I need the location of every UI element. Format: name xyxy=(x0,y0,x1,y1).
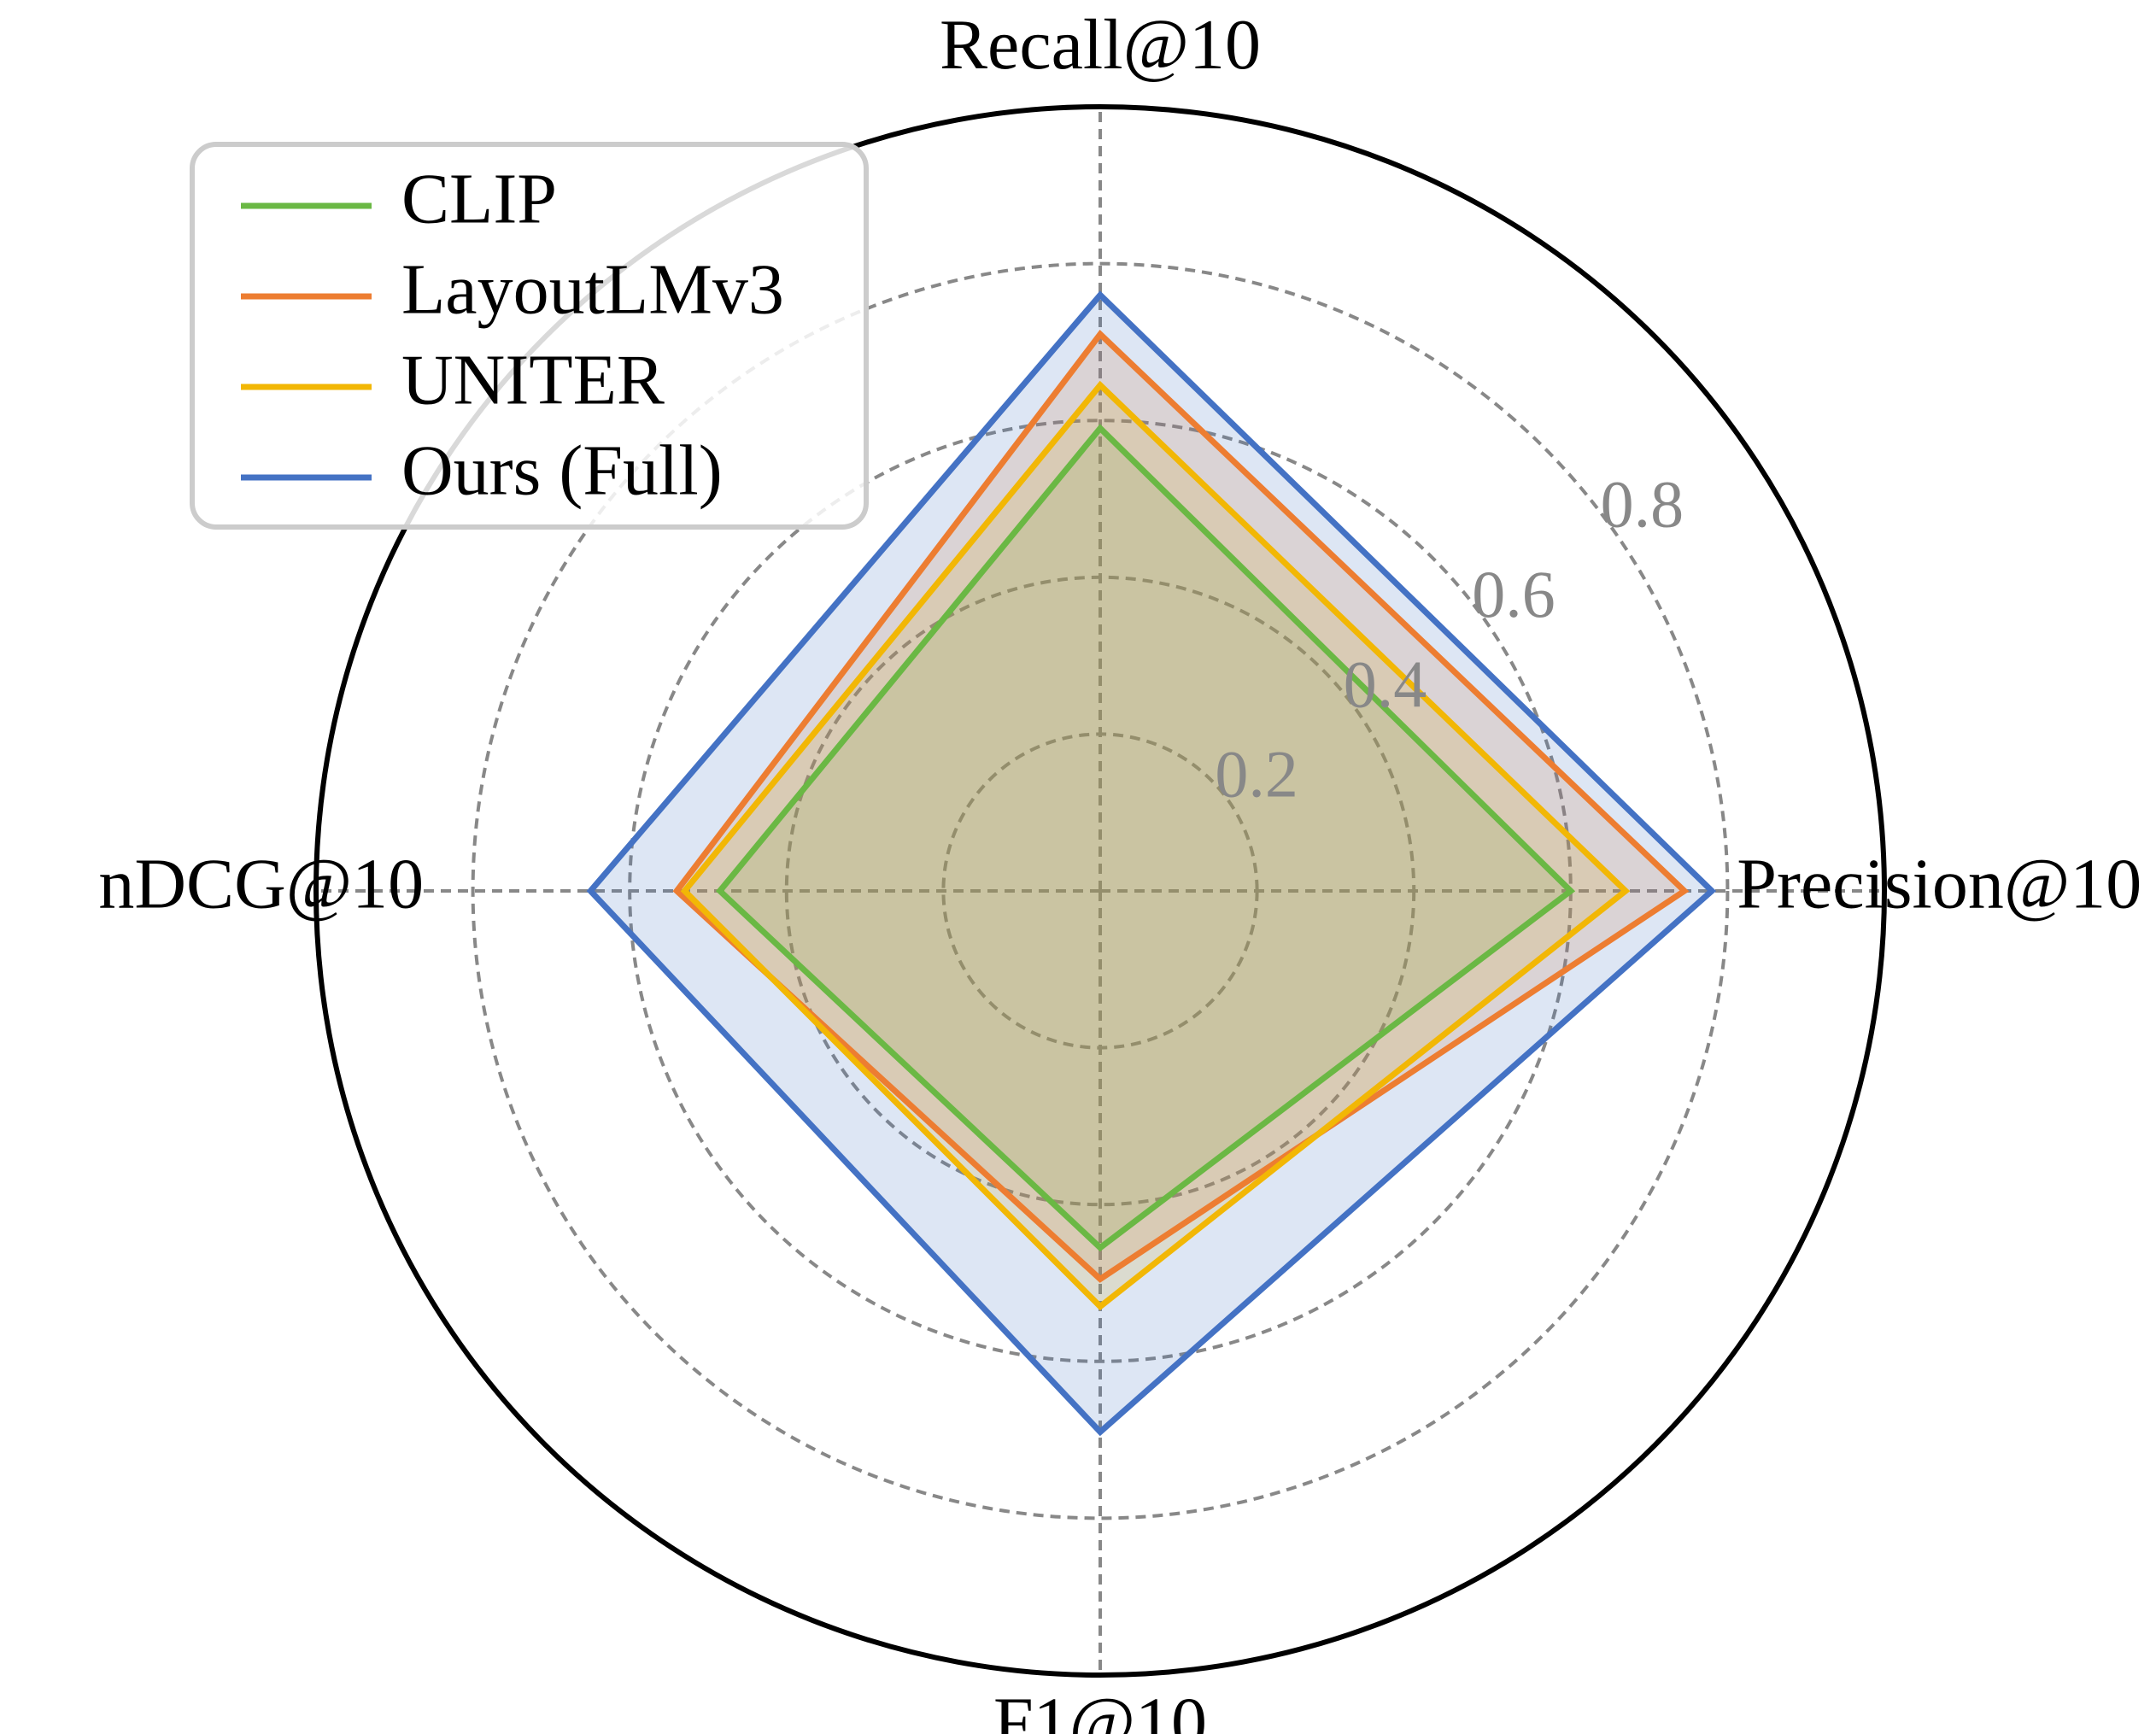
r-tick-label: 0.6 xyxy=(1472,557,1555,631)
series-fill xyxy=(590,295,1713,1432)
category-label: nDCG@10 xyxy=(98,844,424,923)
legend-label: UNITER xyxy=(401,340,665,419)
series-line xyxy=(680,380,1631,1311)
legend-label: LayoutLMv3 xyxy=(401,249,784,329)
series-line xyxy=(715,424,1576,1252)
r-tick-label: 0.2 xyxy=(1215,737,1298,811)
category-label: F1@10 xyxy=(993,1684,1207,1734)
r-tick-label: 0.8 xyxy=(1601,467,1684,542)
r-tick-label: 0.4 xyxy=(1344,647,1427,721)
category-label: Precision@10 xyxy=(1737,844,2141,923)
category-label: Recall@10 xyxy=(940,5,1261,85)
series-line xyxy=(586,290,1717,1437)
polar-frame xyxy=(313,104,1887,1678)
legend-label: CLIP xyxy=(401,159,557,238)
legend-label: Ours (Full) xyxy=(401,431,723,510)
legend: CLIP LayoutLMv3 UNITER Ours (Full) xyxy=(190,142,869,530)
legend-box xyxy=(190,142,869,530)
grid-ring xyxy=(471,261,1730,1520)
